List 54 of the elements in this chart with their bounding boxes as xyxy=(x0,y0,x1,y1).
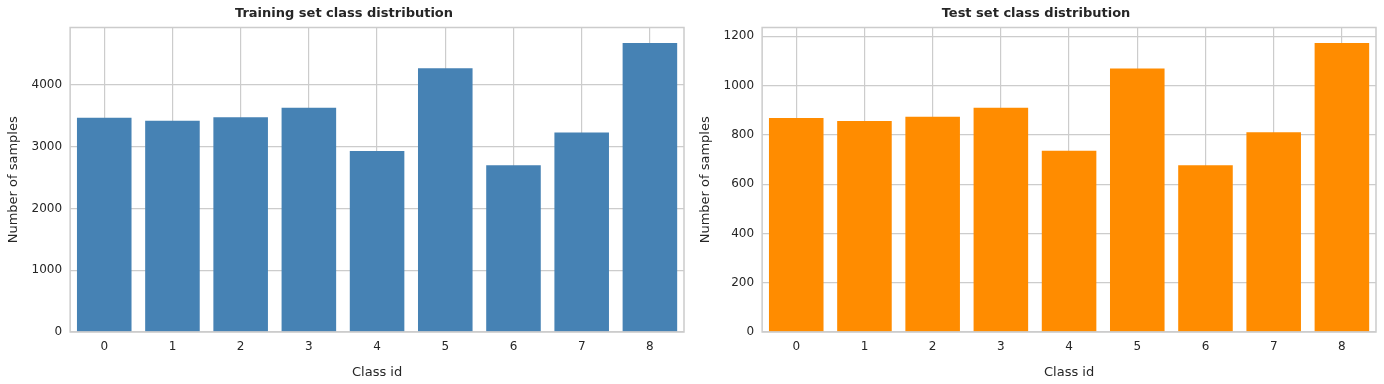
x-tick-label: 3 xyxy=(305,339,313,354)
bar xyxy=(281,107,337,332)
x-axis-title: Class id xyxy=(1043,363,1095,379)
bar xyxy=(1109,68,1165,332)
bar xyxy=(486,165,541,332)
bar xyxy=(213,117,268,332)
y-tick-label: 0 xyxy=(54,324,63,339)
bar xyxy=(768,118,824,332)
x-axis-title: Class id xyxy=(351,363,403,379)
x-tick-label: 8 xyxy=(1338,339,1346,354)
y-tick-label: 1000 xyxy=(31,262,63,277)
bar xyxy=(837,121,892,332)
y-tick-label: 600 xyxy=(731,176,755,191)
x-tick-label: 4 xyxy=(1065,339,1073,354)
y-axis-title: Number of samples xyxy=(697,116,713,244)
x-tick-label: 5 xyxy=(441,339,450,354)
y-tick-label: 4000 xyxy=(31,77,63,92)
bar xyxy=(1246,132,1301,332)
bar xyxy=(76,117,132,332)
x-tick-label: 1 xyxy=(860,339,869,354)
x-tick-label: 1 xyxy=(168,339,177,354)
y-tick-label: 200 xyxy=(731,274,755,289)
x-tick-label: 6 xyxy=(1201,339,1210,354)
x-tick-label: 4 xyxy=(373,339,381,354)
chart-title: Training set class distribution xyxy=(234,5,454,21)
chart-title: Test set class distribution xyxy=(941,5,1131,21)
y-tick-label: 1200 xyxy=(723,28,755,43)
bar xyxy=(1314,42,1370,332)
y-axis-title: Number of samples xyxy=(5,116,21,244)
x-tick-label: 8 xyxy=(646,339,654,354)
x-tick-label: 2 xyxy=(236,339,245,354)
bar xyxy=(349,151,405,332)
x-tick-label: 0 xyxy=(792,339,801,354)
y-tick-label: 2000 xyxy=(31,200,63,215)
x-tick-label: 5 xyxy=(1133,339,1142,354)
x-tick-label: 7 xyxy=(577,339,586,354)
x-tick-label: 0 xyxy=(100,339,109,354)
bar xyxy=(973,107,1029,332)
y-tick-label: 800 xyxy=(731,126,755,141)
bar xyxy=(1178,165,1233,332)
bar xyxy=(145,120,200,332)
y-tick-label: 400 xyxy=(731,225,755,240)
x-tick-label: 7 xyxy=(1269,339,1278,354)
x-tick-label: 2 xyxy=(928,339,937,354)
y-tick-label: 0 xyxy=(746,324,755,339)
bar xyxy=(417,68,473,332)
bar xyxy=(622,43,678,332)
y-tick-label: 1000 xyxy=(723,77,755,92)
bar xyxy=(905,116,960,332)
bar xyxy=(554,132,609,332)
y-tick-label: 3000 xyxy=(31,138,63,153)
x-tick-label: 6 xyxy=(509,339,518,354)
bar xyxy=(1041,150,1097,332)
x-tick-label: 3 xyxy=(997,339,1005,354)
